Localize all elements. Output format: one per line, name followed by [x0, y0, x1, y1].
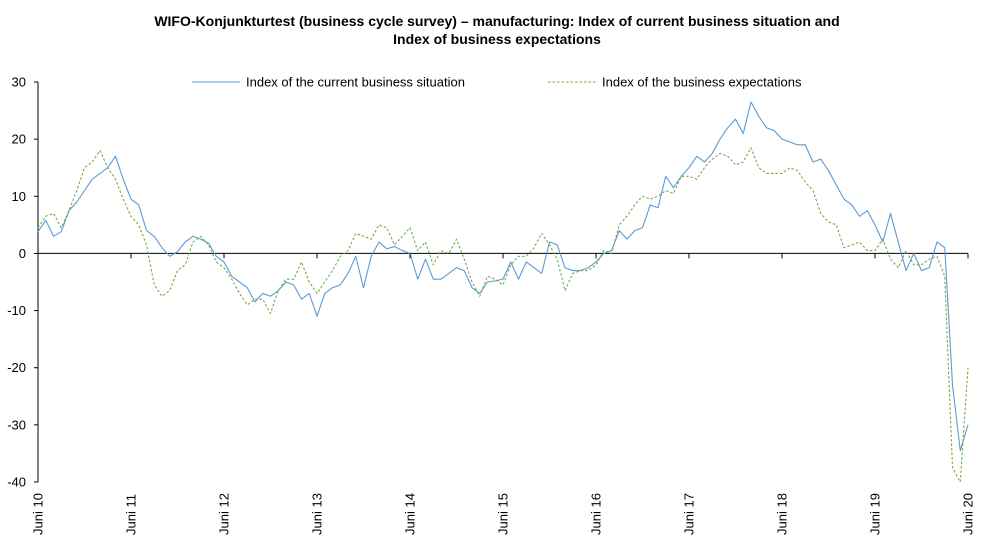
legend: Index of the current business situation I… [192, 75, 802, 90]
x-axis-ticks: Juni 10 Juni 11 Juni 12 Juni 13 Juni 14 Juni … [31, 253, 976, 535]
y-axis-ticks: 30 20 10 0 -10 -20 -30 -40 [7, 75, 26, 490]
series-line-2 [37, 147, 969, 483]
x-tick-label: Juni 19 [868, 493, 883, 535]
x-tick-label: Juni 13 [310, 493, 325, 535]
chart-title-line-1: WIFO-Konjunkturtest (business cycle surv… [154, 13, 840, 29]
y-tick-label: 0 [19, 246, 26, 261]
x-tick-label: Juni 16 [589, 493, 604, 535]
x-tick-label: Juni 11 [124, 494, 139, 535]
x-tick-label: Juni 18 [775, 493, 790, 535]
series-layer [37, 101, 969, 483]
x-tick-label: Juni 12 [217, 493, 232, 535]
x-tick-label: Juni 14 [403, 493, 418, 535]
x-tick-label: Juni 17 [682, 493, 697, 535]
x-tick-label: Juni 10 [31, 493, 46, 535]
legend-label-1: Index of the current business situation [246, 75, 465, 90]
y-tick-label: -20 [7, 360, 26, 375]
chart-title: WIFO-Konjunkturtest (business cycle surv… [0, 12, 994, 48]
y-tick-label: 20 [12, 132, 26, 147]
y-tick-label: 10 [12, 189, 26, 204]
y-tick-label: -30 [7, 417, 26, 432]
legend-label-2: Index of the business expectations [602, 75, 802, 90]
y-tick-label: -10 [7, 303, 26, 318]
chart-title-line-2: Index of business expectations [393, 31, 601, 47]
series-line-1 [37, 101, 969, 452]
y-tick-label: -40 [7, 475, 26, 490]
x-tick-label: Juni 15 [496, 493, 511, 535]
y-tick-label: 30 [12, 75, 26, 90]
axes [34, 81, 968, 483]
x-tick-label: Juni 20 [961, 493, 976, 535]
